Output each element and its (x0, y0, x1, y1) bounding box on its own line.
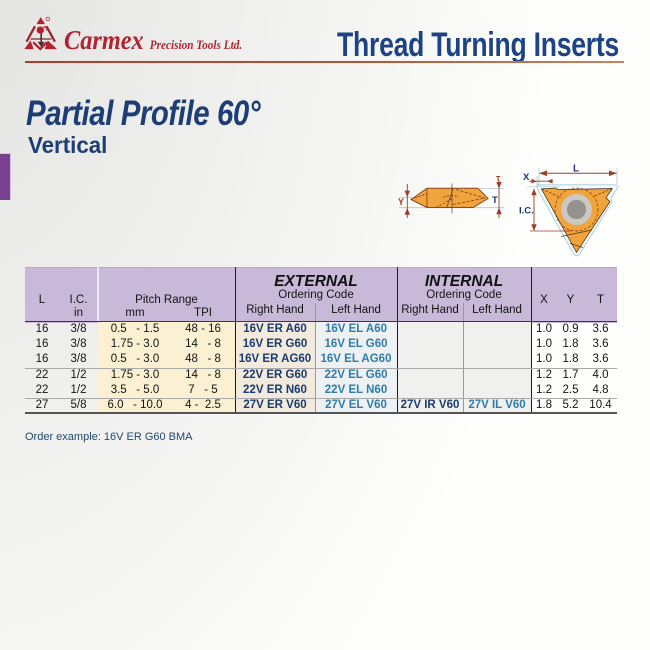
svg-text:Y: Y (398, 197, 404, 207)
svg-text:L: L (573, 164, 579, 175)
svg-text:T: T (492, 195, 498, 206)
svg-text:X: X (523, 172, 530, 183)
svg-text:T: T (496, 176, 501, 183)
svg-text:I.C.: I.C. (519, 206, 534, 217)
